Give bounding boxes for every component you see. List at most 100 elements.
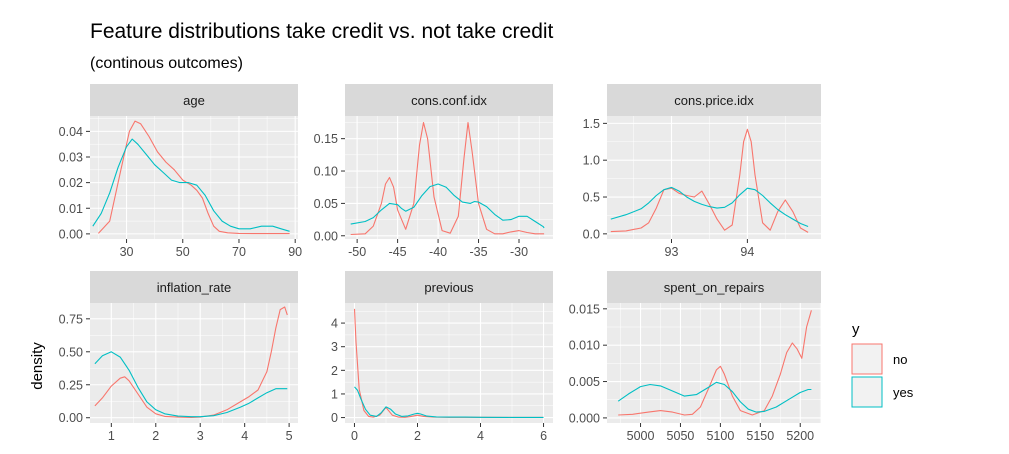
y-tick-label: 0.03	[59, 151, 83, 165]
facet-cons-price-idx: cons.price.idx 93 94 0.0 0.5 1.0 1.5	[583, 84, 821, 259]
facet-strip-label: cons.price.idx	[674, 93, 754, 108]
x-tick-label: 94	[740, 245, 754, 259]
density-line-yes	[610, 186, 809, 228]
x-tick-label: 1	[108, 429, 115, 443]
axes: 5000 5050 5100 5150 5200 0.000 0.005 0.010 0.015	[569, 302, 814, 443]
legend-label: no	[893, 352, 907, 367]
y-tick-label: 4	[331, 317, 338, 331]
plot-panel	[345, 116, 553, 239]
facet-cons-conf-idx: cons.conf.idx -50 -45 -40 -35 -30 0.00 0.05 0.10…	[314, 84, 553, 259]
density-line-yes	[94, 351, 288, 418]
y-tick-label: 1.0	[583, 154, 600, 168]
y-tick-label: 0.005	[569, 375, 600, 389]
y-tick-label: 3	[331, 340, 338, 354]
x-tick-label: -45	[389, 245, 407, 259]
plot-panel	[607, 303, 821, 423]
x-tick-label: 6	[540, 429, 547, 443]
x-tick-label: 93	[665, 245, 679, 259]
axes: 93 94 0.0 0.5 1.0 1.5	[583, 117, 755, 259]
y-tick-label: 0.000	[569, 411, 600, 425]
y-tick-label: 0.5	[583, 191, 600, 205]
density-line-yes	[350, 183, 545, 229]
facet-previous: previous 0 2 4 6 0 1 2 3 4	[331, 271, 553, 443]
density-line-yes	[617, 381, 812, 413]
y-tick-label: 0.10	[314, 165, 338, 179]
density-line-no	[350, 121, 545, 236]
x-tick-label: 5050	[667, 429, 695, 443]
x-tick-label: 4	[241, 429, 248, 443]
x-tick-label: 90	[288, 245, 302, 259]
facet-strip-label: previous	[424, 280, 474, 295]
y-tick-label: 0.00	[314, 229, 338, 243]
axes: 30 50 70 90 0.00 0.01 0.02 0.03 0.04	[59, 125, 303, 259]
chart-title: Feature distributions take credit vs. no…	[90, 20, 554, 43]
y-tick-label: 2	[331, 364, 338, 378]
facet-spent-on-repairs: spent_on_repairs 5000 5050 5100 5150 5200 0.00…	[569, 271, 821, 443]
legend-label: yes	[893, 385, 914, 400]
facet-strip	[345, 84, 553, 116]
y-tick-label: 0	[331, 411, 338, 425]
x-tick-label: -50	[348, 245, 366, 259]
x-tick-label: 5	[286, 429, 293, 443]
x-tick-label: 2	[152, 429, 159, 443]
y-tick-label: 0.25	[59, 378, 83, 392]
x-tick-label: 5000	[627, 429, 655, 443]
legend-item-no: no	[851, 343, 907, 375]
facet-strip	[345, 271, 553, 303]
facet-strip	[90, 84, 298, 116]
y-tick-label: 0.02	[59, 176, 83, 190]
y-tick-label: 0.015	[569, 302, 600, 316]
legend-title: y	[852, 321, 860, 338]
facet-strip-label: spent_on_repairs	[664, 280, 765, 295]
x-tick-label: 5100	[706, 429, 734, 443]
gridlines	[607, 303, 821, 423]
facet-age: age 30 50 70 90 0.00 0.01 0.02 0.03 0.04	[59, 84, 303, 259]
gridlines	[345, 116, 553, 239]
density-line-no	[94, 306, 288, 419]
gridlines	[607, 116, 821, 239]
x-tick-label: 5150	[746, 429, 774, 443]
x-tick-label: 0	[351, 429, 358, 443]
y-tick-label: 0.04	[59, 125, 83, 139]
legend: y no yes	[851, 321, 914, 408]
x-tick-label: 70	[232, 245, 246, 259]
y-tick-label: 0.010	[569, 339, 600, 353]
x-tick-label: -35	[470, 245, 488, 259]
x-tick-label: 3	[197, 429, 204, 443]
y-tick-label: 0.05	[314, 197, 338, 211]
axes: 0 2 4 6 0 1 2 3 4	[331, 317, 547, 443]
y-tick-label: 0.00	[59, 411, 83, 425]
plot-panel	[607, 116, 821, 239]
facet-strip	[90, 271, 298, 303]
y-tick-label: 1	[331, 387, 338, 401]
y-tick-label: 0.15	[314, 132, 338, 146]
facet-strip	[607, 84, 821, 116]
x-tick-label: 50	[176, 245, 190, 259]
density-line-yes	[92, 138, 290, 232]
chart-subtitle: (continous outcomes)	[90, 55, 243, 72]
y-tick-label: 0.01	[59, 202, 83, 216]
x-tick-label: 5200	[786, 429, 814, 443]
facet-strip-label: age	[183, 93, 205, 108]
y-tick-label: 0.75	[59, 312, 83, 326]
x-tick-label: -30	[510, 245, 528, 259]
axes: -50 -45 -40 -35 -30 0.00 0.05 0.10 0.15	[314, 132, 528, 259]
density-line-yes	[354, 386, 544, 418]
y-axis-title: density	[29, 342, 46, 390]
axes: 1 2 3 4 5 0.00 0.25 0.50 0.75	[59, 312, 293, 443]
legend-key	[851, 343, 883, 375]
density-line-no	[618, 310, 812, 416]
facet-inflation-rate: inflation_rate 1 2 3 4 5 0.00 0.25 0.50 0.75	[59, 271, 298, 443]
legend-items: no yes	[851, 343, 914, 408]
facet-strip-label: inflation_rate	[157, 280, 231, 295]
gridlines	[345, 303, 553, 423]
density-line-no	[97, 120, 290, 235]
facet-strip	[607, 271, 821, 303]
legend-key	[851, 376, 883, 408]
x-tick-label: 2	[414, 429, 421, 443]
x-tick-label: -40	[429, 245, 447, 259]
y-tick-label: 0.50	[59, 345, 83, 359]
